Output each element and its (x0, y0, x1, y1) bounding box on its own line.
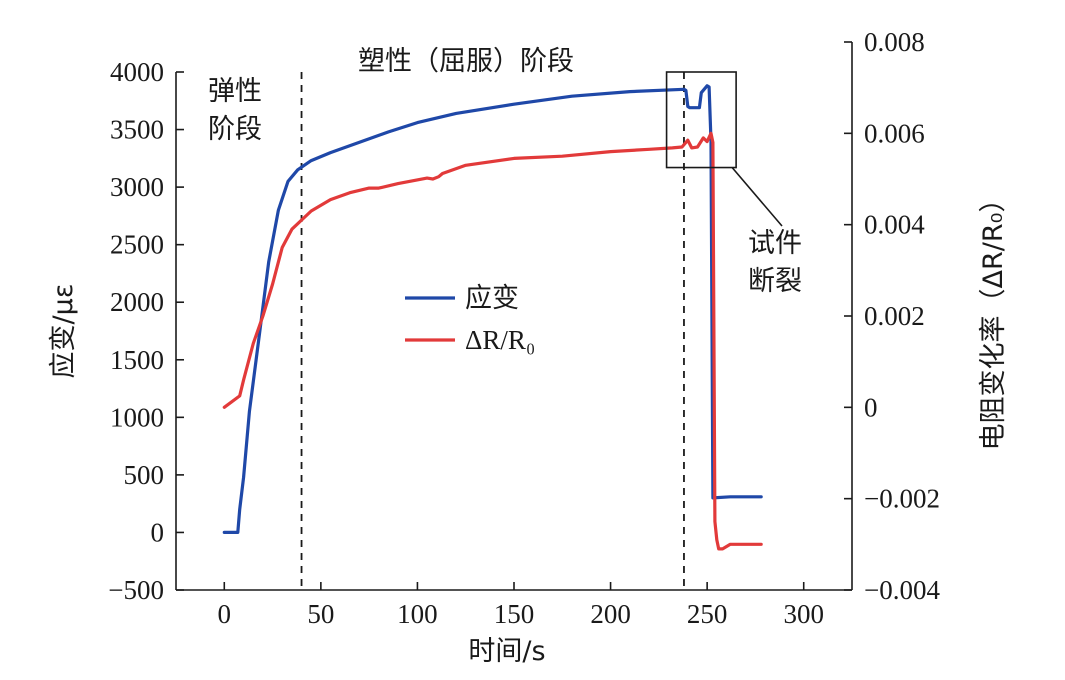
left-y-tick-label: 500 (124, 460, 165, 490)
fracture-highlight-box (665, 71, 737, 169)
left-y-tick-label: 3500 (110, 115, 164, 145)
legend-label-strain: 应变 (465, 283, 519, 314)
right-y-tick-label: −0.004 (864, 575, 940, 605)
left-y-tick-label: 2500 (110, 230, 164, 260)
x-tick-label: 50 (307, 599, 334, 629)
left-y-tick-label: 1000 (110, 402, 164, 432)
x-tick-label: 250 (687, 599, 728, 629)
fracture-pointer-line (731, 167, 783, 227)
plot-frame (175, 42, 853, 591)
right-y-tick-label: 0.002 (864, 301, 925, 331)
x-tick-label: 0 (218, 599, 232, 629)
x-tick-label: 150 (494, 599, 535, 629)
elastic-stage-label-line1: 弹性 (208, 76, 262, 107)
fracture-label-line2: 断裂 (748, 266, 802, 297)
left-y-tick-label: 3000 (110, 172, 164, 202)
plastic-stage-label: 塑性（屈服）阶段 (358, 46, 574, 77)
right-y-tick-label: 0.006 (864, 118, 925, 148)
right-y-tick-label: 0.008 (864, 27, 925, 57)
left-y-ticks: −500 0 500 1000 1500 2000 2500 3000 3500 4000 (108, 57, 184, 605)
x-axis-label: 时间/s (468, 636, 545, 667)
right-y-ticks: −0.004 −0.002 0 0.002 0.004 0.006 0.008 (844, 27, 940, 605)
left-y-axis-label: 应变/με (48, 284, 79, 379)
right-y-tick-label: 0.004 (864, 210, 925, 240)
series-line-resistance-change (222, 131, 763, 551)
left-y-tick-label: 4000 (110, 57, 164, 87)
fracture-label-line1: 试件 (748, 228, 802, 259)
left-y-tick-label: 0 (151, 517, 165, 547)
x-tick-label: 300 (783, 599, 824, 629)
right-y-tick-label: 0 (864, 392, 878, 422)
legend-label-resistance-change: ΔR/R₀ (465, 325, 535, 355)
legend: 应变 ΔR/R₀ (405, 283, 535, 355)
right-y-axis-label: 电阻变化率（ΔR/R₀） (978, 186, 1009, 451)
x-ticks: 0 50 100 150 200 250 300 (218, 582, 824, 629)
elastic-stage-label-line2: 阶段 (208, 114, 262, 145)
left-y-tick-label: −500 (108, 575, 164, 605)
right-y-tick-label: −0.002 (864, 484, 940, 514)
x-tick-label: 100 (397, 599, 438, 629)
x-tick-label: 200 (590, 599, 631, 629)
series-line-strain (222, 84, 763, 534)
left-y-tick-label: 2000 (110, 287, 164, 317)
left-y-tick-label: 1500 (110, 345, 164, 375)
